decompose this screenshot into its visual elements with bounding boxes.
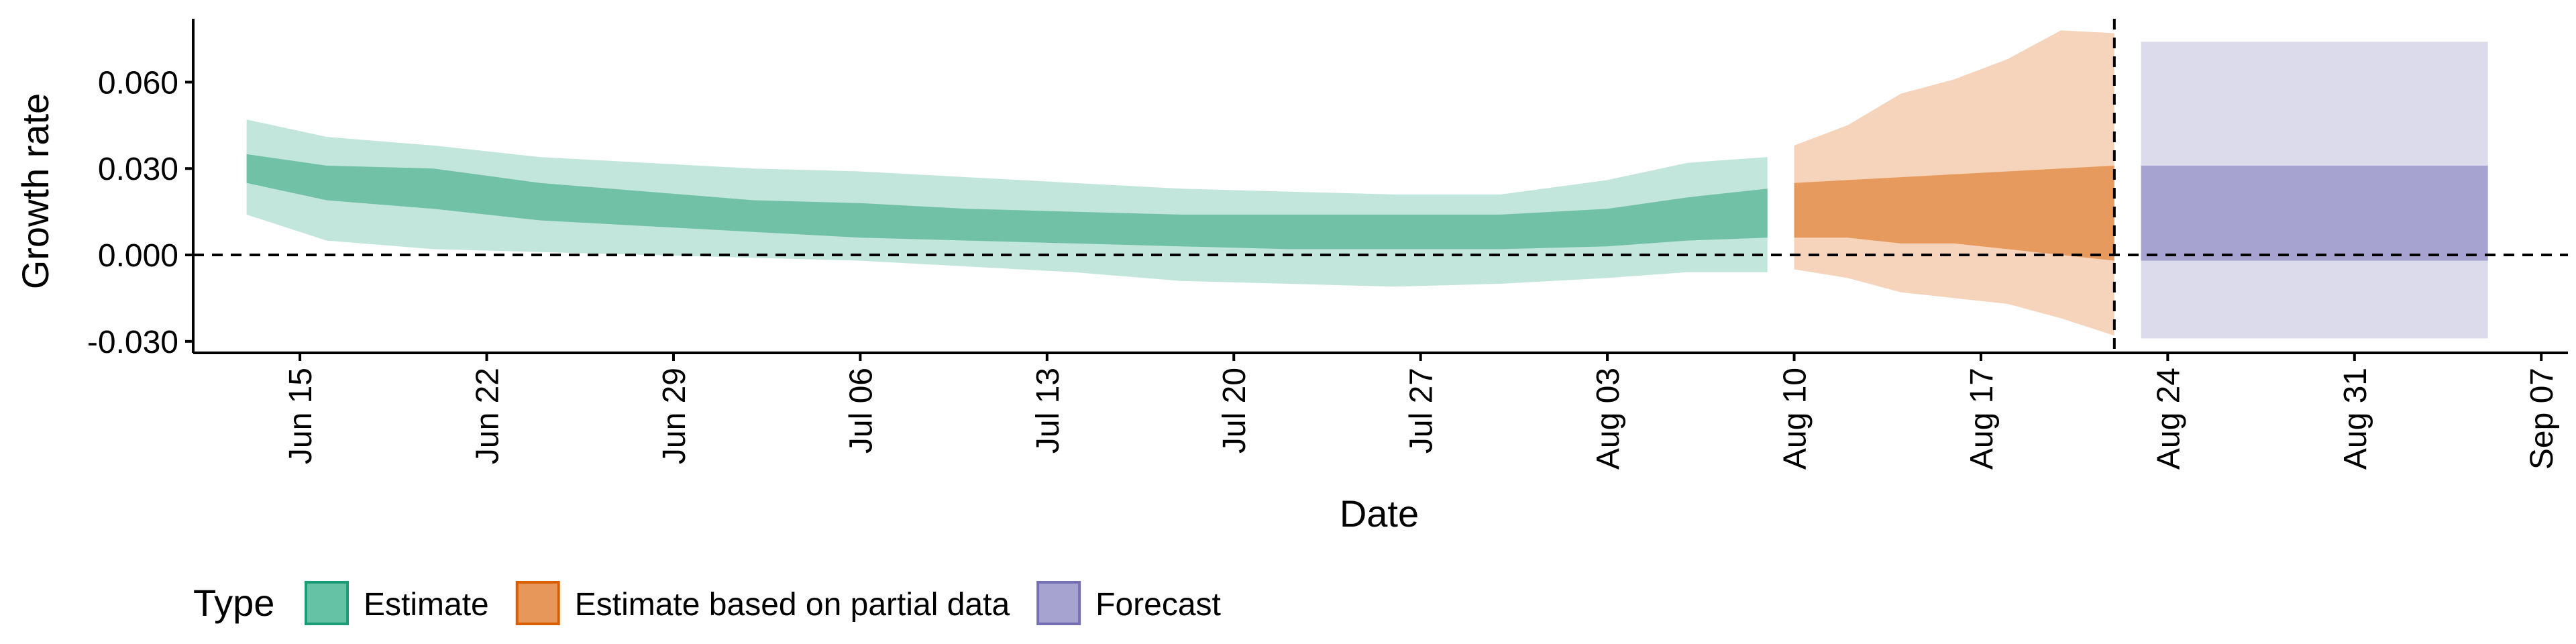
x-tick-label: Jul 20 (1217, 368, 1252, 453)
bands-layer (246, 30, 2488, 339)
forecast-inner-band (2141, 165, 2488, 261)
x-tick-label: Aug 03 (1591, 368, 1626, 470)
legend-key-estimate-based-on-partial-data (515, 581, 560, 625)
reference-lines (193, 19, 2568, 353)
legend-item-estimate-based-on-partial-data: Estimate based on partial data (515, 581, 1010, 625)
legend-item-estimate: Estimate (305, 581, 489, 625)
x-tick-label: Jul 27 (1404, 368, 1440, 453)
x-tick-label: Aug 17 (1964, 368, 2000, 470)
x-tick-label: Jun 22 (470, 368, 506, 464)
legend-title: Type (193, 582, 274, 624)
axes: -0.030 0.000 0.030 0.060 Jun 15 Jun 22 Jun 29 J… (87, 19, 2568, 470)
estimate-based-on-partial-data-inner-band (1794, 165, 2114, 261)
x-tick-label: Jun 29 (657, 368, 692, 464)
legend-label-estimate: Estimate (364, 587, 489, 623)
x-tick-label: Jun 15 (283, 368, 319, 464)
series-forecast (2141, 42, 2488, 339)
x-tick-label: Sep 07 (2524, 368, 2560, 470)
y-tick-label: -0.030 (87, 325, 178, 360)
x-tick-label: Aug 24 (2151, 368, 2186, 470)
x-tick-label: Aug 31 (2338, 368, 2373, 470)
x-tick-label: Jul 13 (1030, 368, 1066, 453)
legend-key-estimate (305, 581, 349, 625)
series-estimate-based-on-partial-data (1794, 30, 2114, 336)
x-tick-label: Jul 06 (843, 368, 879, 453)
series-estimate (246, 119, 1768, 287)
legend-item-forecast: Forecast (1036, 581, 1221, 625)
y-tick-label: 0.000 (98, 238, 178, 274)
estimate-inner-band (246, 154, 1768, 250)
x-tick-label: Aug 10 (1778, 368, 1813, 470)
legend-key-forecast (1036, 581, 1081, 625)
y-tick-label: 0.030 (98, 152, 178, 187)
y-axis-title: Growth rate (14, 93, 56, 290)
legend: Type Estimate Estimate based on partial d… (193, 581, 1221, 625)
legend-label-estimate-based-on-partial-data: Estimate based on partial data (575, 587, 1010, 623)
x-axis-title: Date (1340, 492, 1419, 535)
y-tick-label: 0.060 (98, 65, 178, 101)
legend-label-forecast: Forecast (1095, 587, 1221, 623)
